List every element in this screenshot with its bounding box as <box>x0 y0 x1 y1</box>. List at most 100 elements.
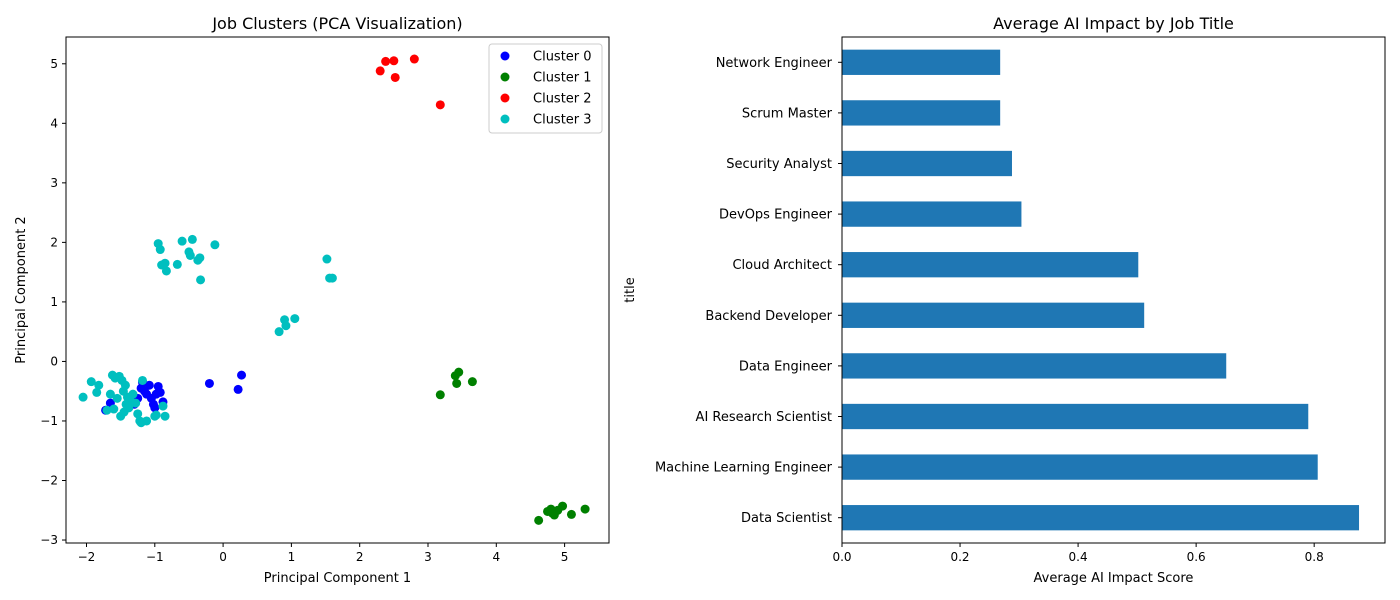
scatter-x-tick-label: 2 <box>356 550 364 564</box>
scatter-point-cluster-0 <box>150 403 160 413</box>
scatter-y-ticks: −3 −2 −1 0 1 2 3 4 5 <box>40 57 66 547</box>
scatter-y-axis-label: Principal Component 2 <box>14 216 29 363</box>
scatter-y-tick-label: −2 <box>40 473 58 487</box>
scatter-x-tick-label: 1 <box>288 550 296 564</box>
scatter-point-cluster-3 <box>160 411 170 421</box>
scatter-x-tick-label: 5 <box>561 550 569 564</box>
scatter-point-cluster-3 <box>133 409 143 419</box>
scatter-point-cluster-1 <box>467 377 477 387</box>
scatter-point-cluster-3 <box>92 387 102 397</box>
scatter-point-cluster-1 <box>452 378 462 388</box>
scatter-point-cluster-0 <box>204 378 214 388</box>
scatter-point-cluster-1 <box>558 501 568 511</box>
scatter-point-cluster-3 <box>327 273 337 283</box>
bar-category-label: Cloud Architect <box>732 258 832 273</box>
legend-marker <box>500 72 510 82</box>
bar-category-label: Data Engineer <box>739 359 833 374</box>
bar-category-label: Data Scientist <box>741 511 832 526</box>
bar-chart: 0.0 0.2 0.4 0.6 0.8 Data Scientist Machine Le… <box>623 14 1386 586</box>
scatter-y-tick-label: −1 <box>40 414 58 428</box>
scatter-plot-frame <box>65 36 610 544</box>
bar-cloud-architect <box>842 252 1139 278</box>
bar-category-label: Backend Developer <box>705 309 832 324</box>
legend-box <box>488 43 603 134</box>
bar-series <box>842 49 1360 531</box>
legend-marker <box>500 114 510 124</box>
scatter-point-cluster-2 <box>435 100 445 110</box>
bar-x-tick-label: 0.2 <box>950 550 969 564</box>
scatter-point-cluster-0 <box>237 370 247 380</box>
scatter-point-cluster-3 <box>161 266 171 276</box>
scatter-point-cluster-3 <box>86 377 96 387</box>
bar-category-label: Scrum Master <box>742 106 833 121</box>
bar-category-label: AI Research Scientist <box>696 410 832 425</box>
scatter-point-cluster-3 <box>274 327 284 337</box>
scatter-point-cluster-3 <box>177 236 187 246</box>
scatter-point-cluster-3 <box>120 380 130 390</box>
bar-x-axis-label: Average AI Impact Score <box>1034 571 1194 586</box>
bar-category-label: Machine Learning Engineer <box>655 461 833 476</box>
bar-data-engineer <box>842 353 1227 379</box>
scatter-point-cluster-1 <box>566 509 576 519</box>
scatter-y-tick-label: 4 <box>50 116 58 130</box>
scatter-point-cluster-2 <box>409 54 419 64</box>
legend-label: Cluster 0 <box>533 50 592 65</box>
legend-marker <box>500 93 510 103</box>
bar-machine-learning-engineer <box>842 454 1318 480</box>
bar-y-axis-label: title <box>623 277 638 302</box>
scatter-point-cluster-3 <box>187 234 197 244</box>
legend-label: Cluster 2 <box>533 92 592 107</box>
bar-security-analyst <box>842 150 1012 177</box>
scatter-point-cluster-3 <box>94 380 104 390</box>
scatter-x-axis-label: Principal Component 1 <box>264 571 411 586</box>
scatter-point-cluster-0 <box>233 384 243 394</box>
scatter-x-tick-label: 4 <box>492 550 500 564</box>
bar-category-label: Network Engineer <box>716 56 833 71</box>
scatter-point-cluster-3 <box>210 240 220 250</box>
scatter-point-cluster-3 <box>281 321 291 331</box>
legend-label: Cluster 3 <box>533 113 592 128</box>
scatter-point-cluster-3 <box>102 405 112 415</box>
scatter-points <box>78 54 590 525</box>
scatter-x-tick-label: −1 <box>146 550 164 564</box>
bar-devops-engineer <box>842 201 1022 227</box>
scatter-x-tick-label: 3 <box>424 550 432 564</box>
scatter-y-tick-label: 0 <box>50 354 58 368</box>
scatter-chart: −2 −1 0 1 2 3 4 5 −3 −2 −1 0 1 2 3 4 5 Job Clusters (PC… <box>14 14 610 586</box>
scatter-x-ticks: −2 −1 0 1 2 3 4 5 <box>78 543 569 564</box>
bar-network-engineer <box>842 49 1001 75</box>
scatter-point-cluster-1 <box>534 515 544 525</box>
bar-category-label: DevOps Engineer <box>719 208 833 223</box>
scatter-point-cluster-3 <box>172 259 182 269</box>
bar-scrum-master <box>842 100 1001 126</box>
scatter-point-cluster-3 <box>137 375 147 385</box>
scatter-point-cluster-3 <box>131 398 141 408</box>
bar-ai-research-scientist <box>842 403 1309 430</box>
scatter-point-cluster-1 <box>454 367 464 377</box>
scatter-title: Job Clusters (PCA Visualization) <box>211 14 462 33</box>
scatter-y-tick-label: 1 <box>50 295 58 309</box>
scatter-point-cluster-3 <box>322 254 332 264</box>
scatter-point-cluster-1 <box>580 504 590 514</box>
scatter-y-tick-label: 5 <box>50 57 58 71</box>
scatter-point-cluster-3 <box>105 389 115 399</box>
bar-plot-frame <box>841 36 1386 544</box>
bar-x-tick-label: 0.8 <box>1305 550 1324 564</box>
scatter-y-tick-label: −3 <box>40 533 58 547</box>
scatter-point-cluster-3 <box>112 393 122 403</box>
scatter-y-tick-label: 3 <box>50 176 58 190</box>
scatter-point-cluster-3 <box>196 275 206 285</box>
scatter-point-cluster-2 <box>375 66 385 76</box>
bar-x-tick-label: 0.4 <box>1069 550 1088 564</box>
scatter-point-cluster-0 <box>155 387 165 397</box>
bar-x-tick-label: 0.6 <box>1187 550 1206 564</box>
bar-x-tick-label: 0.0 <box>832 550 851 564</box>
scatter-y-tick-label: 2 <box>50 235 58 249</box>
scatter-point-cluster-2 <box>381 56 391 66</box>
scatter-point-cluster-1 <box>435 390 445 400</box>
bar-category-label: Security Analyst <box>726 157 832 172</box>
scatter-point-cluster-2 <box>390 72 400 82</box>
scatter-point-cluster-3 <box>160 258 170 268</box>
bar-y-ticks: Data Scientist Machine Learning Engineer A… <box>655 56 842 526</box>
